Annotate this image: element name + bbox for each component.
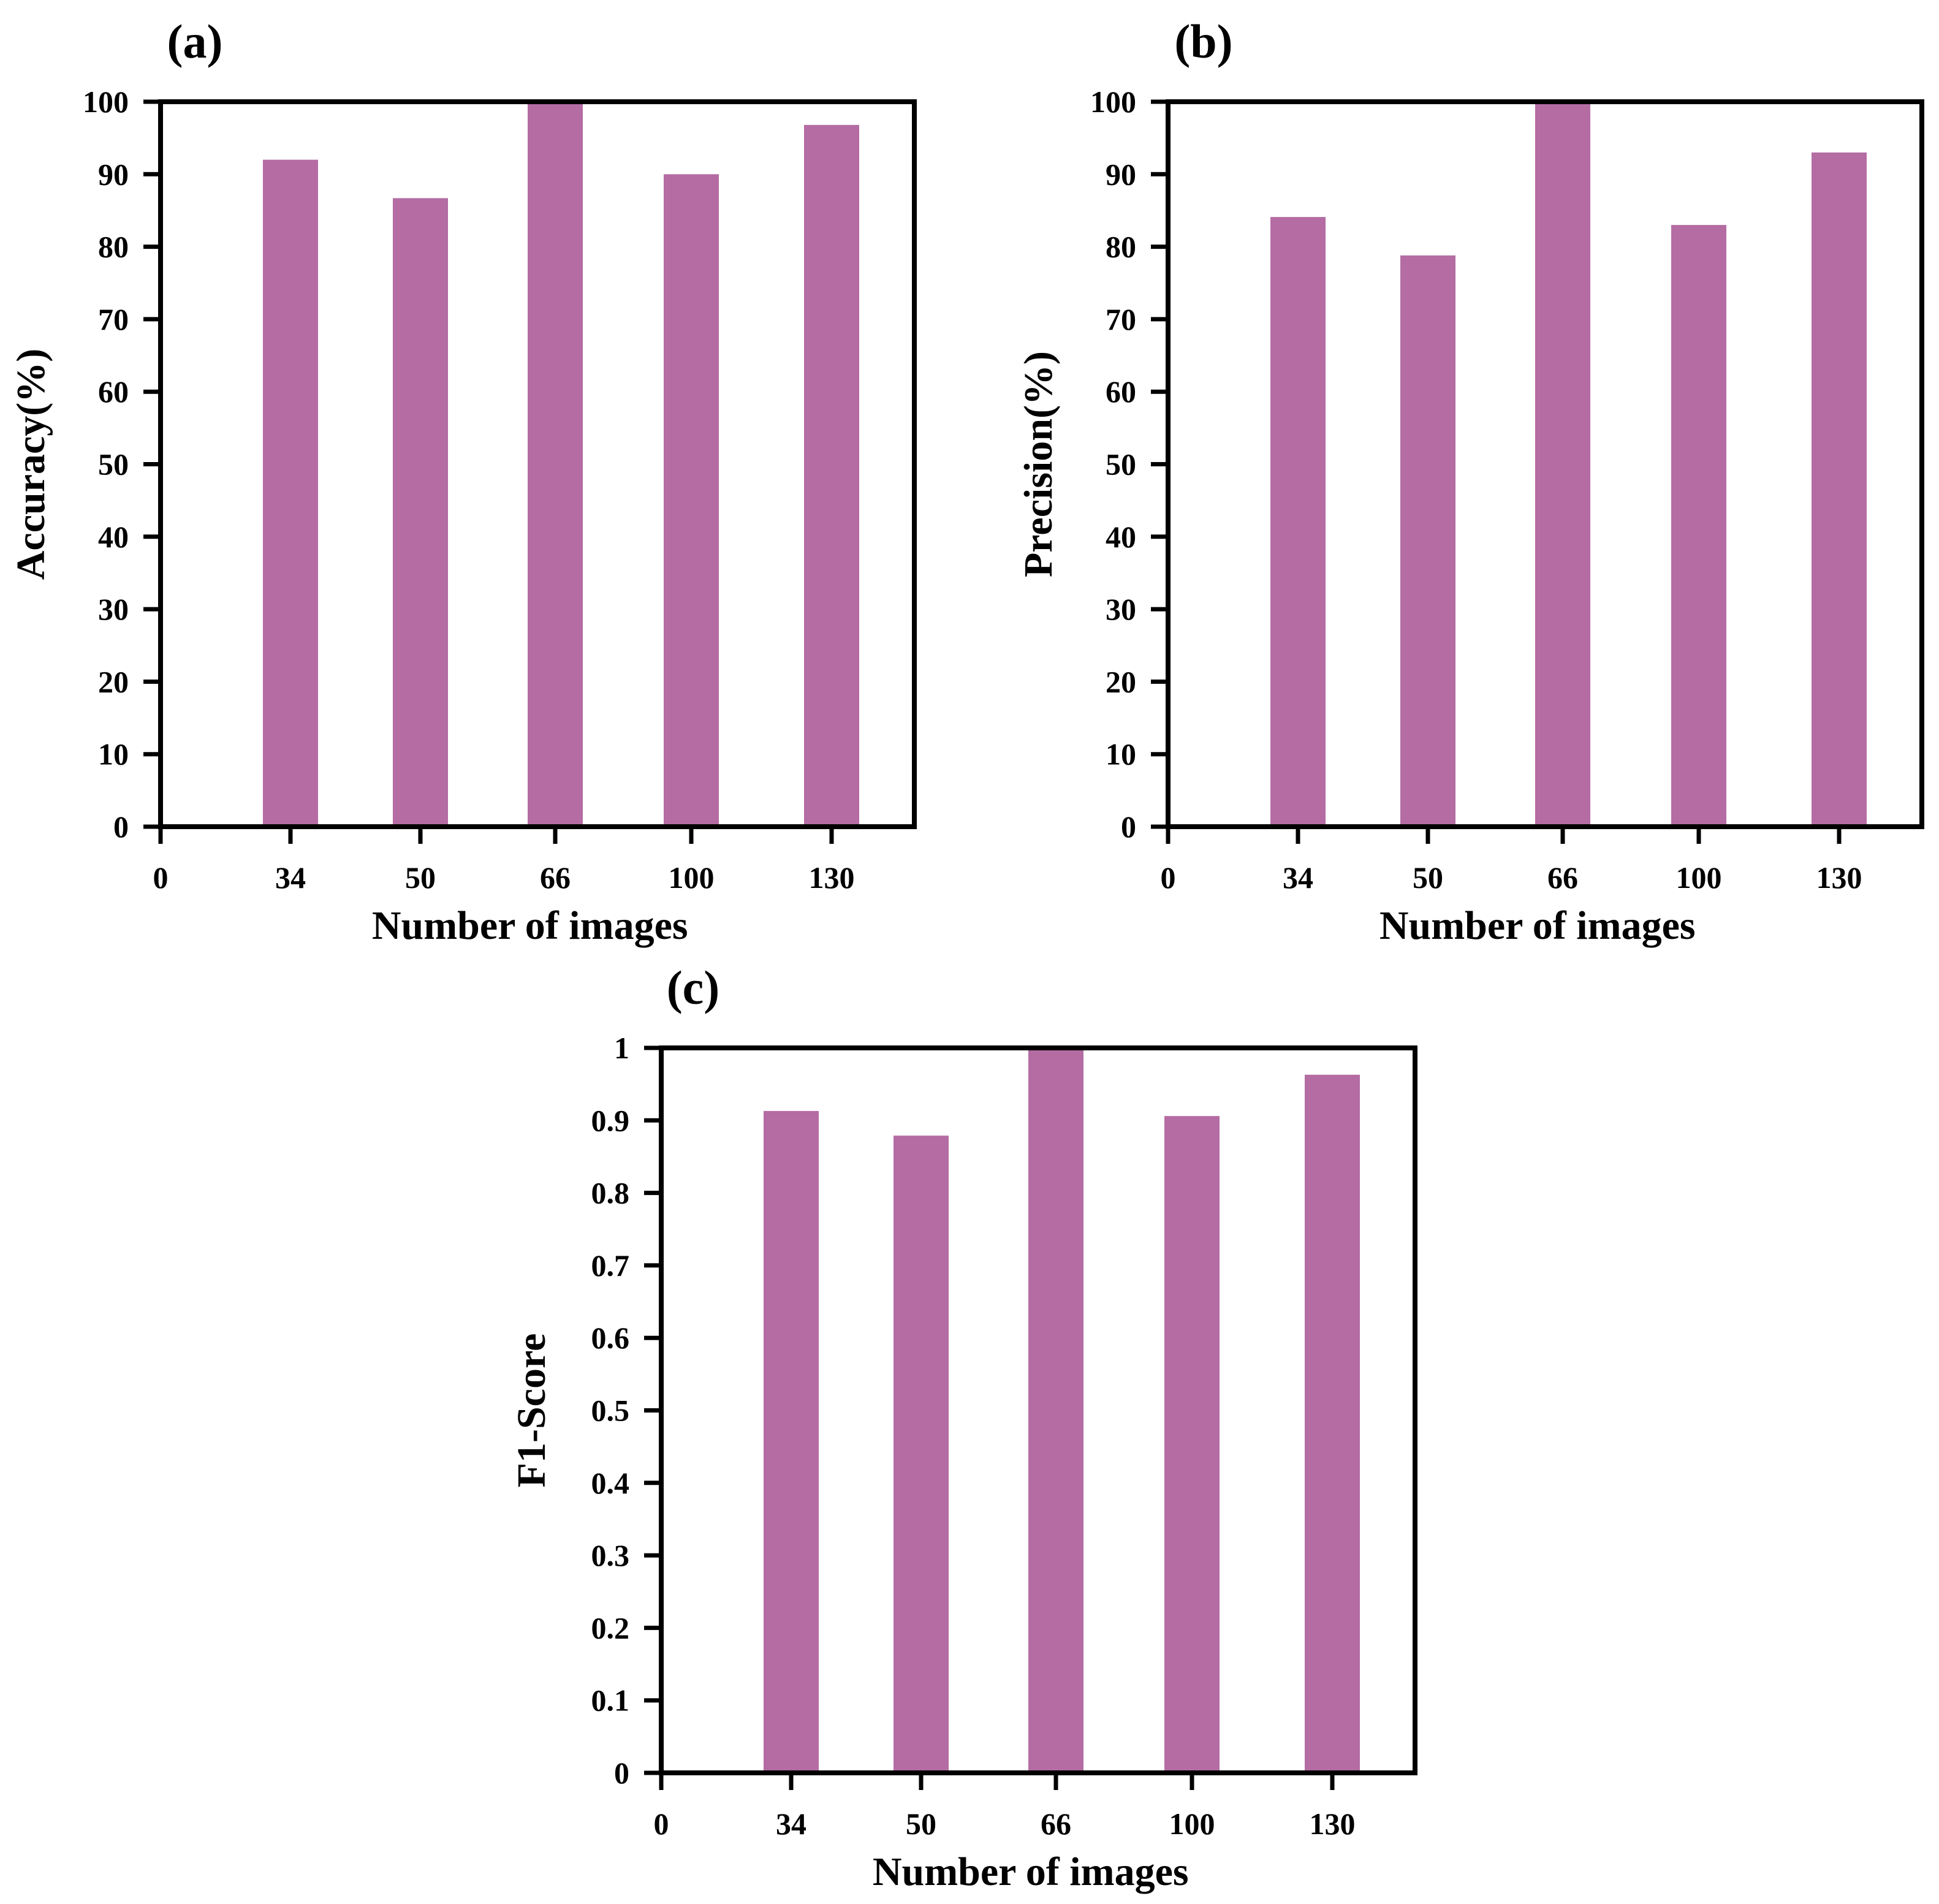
y-tick-label: 50 (98, 447, 129, 482)
bar-66 (1535, 102, 1590, 827)
y-tick-label: 0.9 (591, 1103, 630, 1137)
bar-66 (1028, 1048, 1083, 1773)
bar-50 (894, 1136, 949, 1773)
bar-100 (664, 174, 719, 827)
y-tick-label: 0.2 (591, 1610, 630, 1645)
panel-label: (c) (667, 961, 720, 1014)
x-tick-label: 0 (153, 860, 169, 895)
y-tick-label: 100 (83, 85, 129, 119)
bar-50 (393, 198, 448, 827)
panel-label: (a) (167, 15, 223, 68)
y-tick-label: 70 (1106, 302, 1136, 336)
y-tick-label: 10 (98, 737, 129, 772)
y-tick-label: 60 (1106, 374, 1136, 409)
bar-34 (764, 1110, 819, 1773)
x-tick-label: 34 (776, 1807, 806, 1841)
bar-130 (1812, 152, 1867, 827)
y-tick-label: 30 (98, 592, 129, 626)
x-tick-label: 66 (1041, 1807, 1071, 1841)
bar-50 (1400, 255, 1455, 827)
chart-panel-1: (a) 0 10 20 30 40 50 60 70 80 90 100 0 34 50 66 100 130 Nu… (9, 15, 917, 948)
y-tick-label: 0 (614, 1756, 629, 1790)
x-tick-label: 130 (1310, 1807, 1356, 1841)
y-tick-label: 50 (1106, 447, 1136, 482)
x-tick-label: 0 (654, 1807, 669, 1841)
y-tick-label: 20 (1106, 664, 1136, 699)
y-tick-label: 40 (98, 520, 129, 554)
y-tick-label: 0 (113, 810, 129, 844)
y-tick-label: 70 (98, 302, 129, 336)
y-tick-label: 0.4 (591, 1466, 630, 1500)
bar-100 (1671, 225, 1726, 827)
x-tick-label: 0 (1161, 860, 1176, 895)
panel-label: (b) (1174, 15, 1232, 68)
y-tick-label: 0 (1121, 810, 1136, 844)
y-tick-label: 0.3 (591, 1538, 630, 1572)
bar-34 (1270, 217, 1326, 827)
y-tick-label: 80 (1106, 230, 1136, 264)
y-tick-label: 0.5 (591, 1394, 630, 1428)
x-axis-title: Number of images (372, 903, 688, 948)
y-tick-label: 20 (98, 664, 129, 699)
y-tick-label: 0.1 (591, 1683, 630, 1718)
bar-66 (528, 102, 583, 827)
chart-panel-2: (b) 0 10 20 30 40 50 60 70 80 90 100 0 34 50 66 100 130 Nu… (1016, 15, 1924, 948)
y-tick-label: 0.8 (591, 1176, 630, 1210)
x-tick-label: 66 (1547, 860, 1578, 895)
x-tick-label: 34 (1283, 860, 1313, 895)
bar-100 (1164, 1116, 1220, 1773)
x-tick-label: 50 (1413, 860, 1443, 895)
x-tick-label: 130 (1816, 860, 1862, 895)
x-tick-label: 34 (275, 860, 306, 895)
y-tick-label: 1 (614, 1031, 629, 1065)
y-tick-label: 40 (1106, 520, 1136, 554)
y-tick-label: 30 (1106, 592, 1136, 626)
y-tick-label: 0.7 (591, 1248, 630, 1283)
y-axis-title: Precision(%) (1016, 351, 1061, 577)
x-tick-label: 50 (405, 860, 436, 895)
y-tick-label: 100 (1090, 85, 1136, 119)
bar-34 (263, 159, 318, 827)
y-axis-title: Accuracy(%) (9, 349, 53, 580)
x-tick-label: 50 (906, 1807, 936, 1841)
bar-130 (1305, 1074, 1360, 1773)
x-tick-label: 100 (1169, 1807, 1215, 1841)
chart-panel-3: (c) 0 0.1 0.2 0.3 0.4 0.5 0.6 0.7 0.8 0.9 1 0 34 50 66 1… (509, 961, 1417, 1894)
y-tick-label: 80 (98, 230, 129, 264)
x-tick-label: 66 (540, 860, 571, 895)
x-axis-title: Number of images (873, 1849, 1189, 1894)
y-tick-label: 0.6 (591, 1321, 630, 1355)
y-tick-label: 90 (1106, 157, 1136, 191)
bar-130 (804, 124, 859, 827)
x-tick-label: 130 (809, 860, 855, 895)
y-tick-label: 10 (1106, 737, 1136, 772)
y-tick-label: 60 (98, 374, 129, 409)
x-tick-label: 100 (1676, 860, 1722, 895)
y-tick-label: 90 (98, 157, 129, 191)
y-axis-title: F1-Score (509, 1333, 554, 1488)
x-tick-label: 100 (669, 860, 715, 895)
x-axis-title: Number of images (1379, 903, 1696, 948)
